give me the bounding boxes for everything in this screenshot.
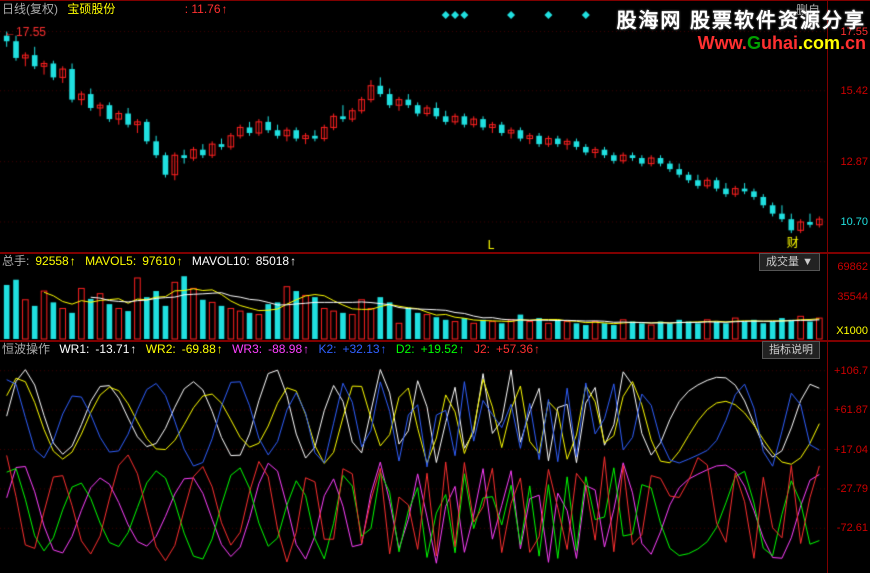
zongshou-label: 总手: xyxy=(2,254,29,268)
price-yaxis: 17.5515.4212.8710.70 xyxy=(827,1,870,253)
oscillator-header: 恒波操作 WR1: -13.71 WR2: -69.88 WR3: -88.98 K2… xyxy=(0,341,546,357)
k2-label: K2: xyxy=(318,342,336,356)
candlestick-chart[interactable] xyxy=(0,1,826,253)
oscillator-chart[interactable] xyxy=(0,341,826,573)
d2-label: D2: xyxy=(396,342,415,356)
last-price: : 11.76 xyxy=(185,2,228,16)
wr2-value: -69.88 xyxy=(182,342,223,356)
oscillator-panel: 恒波操作 WR1: -13.71 WR2: -69.88 WR3: -88.98 K2… xyxy=(0,340,870,573)
k2-value: +32.13 xyxy=(343,342,387,356)
price-header: 日线(复权) 宝硕股份 : 11.76 xyxy=(0,1,234,17)
wr3-label: WR3: xyxy=(232,342,262,356)
j2-value: +57.36 xyxy=(496,342,540,356)
zongshou-value: 92558 xyxy=(35,254,75,268)
kline-type: 日线(复权) xyxy=(2,2,58,16)
mavol5-label: MAVOL5: xyxy=(85,254,136,268)
volume-panel: 总手:92558 MAVOL5:97610 MAVOL10:85018 成交量 … xyxy=(0,252,870,342)
stock-name: 宝硕股份 xyxy=(67,2,115,16)
mavol10-value: 85018 xyxy=(256,254,296,268)
volume-yaxis: 6986235544X1000 xyxy=(827,253,870,341)
wr1-label: WR1: xyxy=(59,342,89,356)
wr2-label: WR2: xyxy=(146,342,176,356)
price-panel: 日线(复权) 宝硕股份 : 11.76 删自 17.5515.4212.8710… xyxy=(0,0,870,254)
volume-header: 总手: 92558 MAVOL5: 97610 MAVOL10: 85018 xyxy=(0,253,302,269)
d2-value: +19.52 xyxy=(421,342,465,356)
oscillator-yaxis: +106.7+61.87+17.04-27.79-72.61 xyxy=(827,341,870,573)
wr3-value: -88.98 xyxy=(268,342,309,356)
mavol10-label: MAVOL10: xyxy=(192,254,250,268)
indicator-name: 恒波操作 xyxy=(2,342,50,356)
wr1-value: -13.71 xyxy=(95,342,136,356)
mavol5-value: 97610 xyxy=(142,254,182,268)
j2-label: J2: xyxy=(474,342,490,356)
